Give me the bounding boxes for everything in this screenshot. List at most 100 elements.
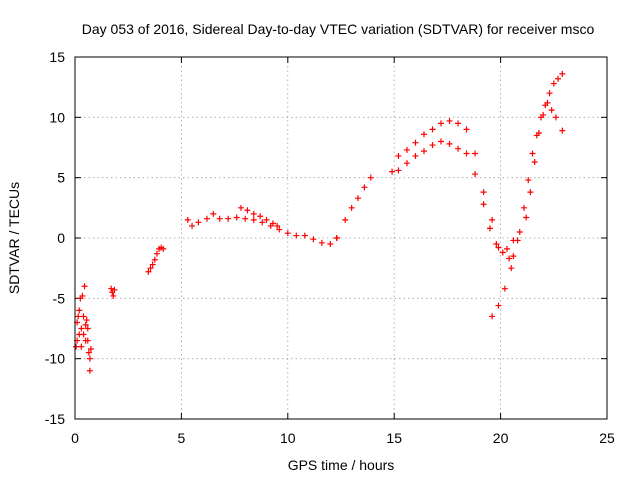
data-point (310, 236, 317, 243)
data-point (550, 80, 557, 87)
data-point (544, 99, 551, 106)
data-point (540, 111, 547, 118)
data-point (535, 130, 542, 137)
data-point (555, 75, 562, 82)
data-point (284, 230, 291, 237)
y-tick-label: 5 (57, 170, 65, 186)
data-point (81, 283, 88, 290)
series-seg-3.5-4.2h (145, 244, 167, 275)
data-point (361, 184, 368, 191)
data-point (160, 245, 167, 252)
data-point (367, 174, 374, 181)
data-point (259, 219, 266, 226)
data-point (189, 222, 196, 229)
data-point (145, 268, 152, 275)
data-point (348, 204, 355, 211)
x-tick-label: 20 (493, 430, 509, 446)
data-point (463, 126, 470, 133)
data-point (83, 317, 90, 324)
y-tick-label: -5 (53, 290, 66, 306)
series-arc-12.3-14h (333, 174, 374, 241)
data-point (242, 215, 249, 222)
x-tick-label: 15 (386, 430, 402, 446)
data-point (420, 131, 427, 138)
data-point (75, 313, 82, 320)
grid-layer (75, 57, 607, 419)
data-point (82, 321, 89, 328)
data-point (274, 222, 281, 229)
data-point (546, 90, 553, 97)
data-point (559, 70, 566, 77)
data-point (85, 349, 92, 356)
data-point (395, 152, 402, 159)
data-point (153, 250, 160, 257)
data-point (499, 249, 506, 256)
data-point (529, 150, 536, 157)
data-point (86, 355, 93, 362)
y-axis-label: SDTVAR / TECUs (6, 182, 22, 294)
data-point (472, 150, 479, 157)
plot-frame (74, 56, 608, 420)
data-point (80, 331, 87, 338)
data-point (293, 232, 300, 239)
data-point (506, 255, 513, 262)
data-point (233, 214, 240, 221)
data-point (257, 213, 264, 220)
data-point (559, 127, 566, 134)
x-axis-label: GPS time / hours (288, 457, 395, 473)
data-point (412, 152, 419, 159)
data-point (342, 216, 349, 223)
data-point (403, 160, 410, 167)
data-point (250, 210, 257, 217)
y-tick-label: 15 (49, 49, 65, 65)
data-point (244, 207, 251, 214)
data-point (527, 189, 534, 196)
chart-title: Day 053 of 2016, Sidereal Day-to-day VTE… (82, 21, 595, 37)
axis-ticks: 0 5 10 15 20 25 -15 -10 -5 0 5 10 15 (45, 49, 615, 446)
data-point (333, 235, 340, 241)
data-point (151, 256, 158, 263)
data-point (420, 148, 427, 155)
y-tick-label: -15 (45, 411, 65, 427)
data-points (73, 70, 566, 374)
data-point (73, 343, 80, 350)
data-point (147, 265, 154, 272)
data-point (76, 307, 83, 314)
data-point (80, 313, 87, 320)
series-early-scatter-a (73, 283, 89, 350)
data-point (84, 337, 91, 344)
data-point (501, 285, 508, 292)
data-point (525, 177, 532, 184)
data-point (412, 139, 419, 146)
data-point (455, 120, 462, 127)
data-point (472, 171, 479, 178)
data-point (480, 201, 487, 208)
y-tick-label: -10 (45, 351, 65, 367)
data-point (79, 292, 86, 299)
data-point (250, 216, 257, 223)
data-point (355, 195, 362, 202)
data-point (510, 237, 517, 244)
x-tick-label: 0 (71, 430, 79, 446)
data-point (203, 215, 210, 222)
data-point (508, 265, 515, 272)
y-tick-label: 10 (49, 109, 65, 125)
data-point (489, 313, 496, 320)
data-point (111, 286, 118, 293)
series-lower-arc-15-20.5h (389, 138, 517, 262)
data-point (552, 114, 559, 121)
data-point (84, 325, 91, 332)
data-point (429, 126, 436, 133)
data-point (521, 204, 528, 211)
data-point (110, 292, 117, 299)
series-seg-1.8h (108, 285, 118, 299)
data-point (463, 150, 470, 157)
x-tick-label: 25 (599, 430, 615, 446)
data-point (403, 146, 410, 153)
data-point (455, 145, 462, 152)
data-point (269, 220, 276, 227)
data-point (438, 138, 445, 145)
series-rise-alt-20.3-22.9h (503, 99, 566, 252)
series-upper-arc-15-20h (395, 117, 502, 251)
